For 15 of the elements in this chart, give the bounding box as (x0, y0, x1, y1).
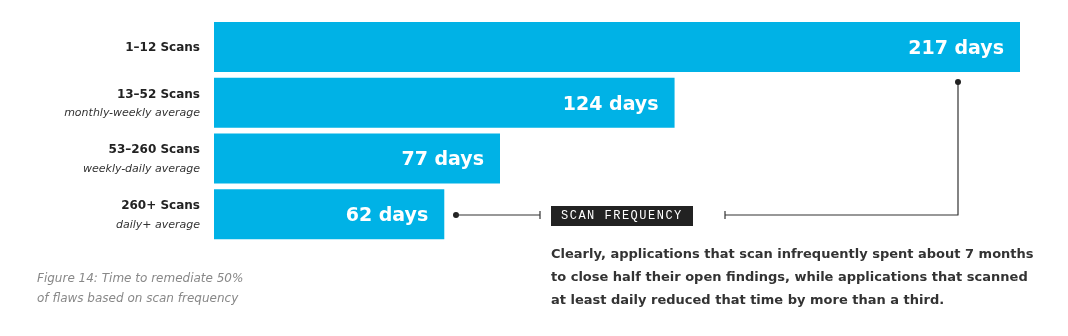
y-tick-label: 260+ Scans daily+ average (115, 198, 201, 231)
text: Clearly, applications that scan infrequently spent about 7 months to close half their open findings, while applications that scanned at least daily reduced that time by more than a third. (551, 245, 1035, 309)
y-tick-label: 1–12 Scans (125, 39, 200, 54)
bar (214, 21, 1020, 72)
bar (214, 189, 445, 240)
y-tick-label: 13–52 Scans monthly-weekly average (64, 86, 201, 120)
data-label: 62 days (345, 203, 429, 226)
data-label: 77 days (401, 147, 484, 170)
y-tick-label: 53–260 Scans weekly-daily average (83, 142, 201, 175)
data-label: 217 days (908, 35, 1004, 58)
bar (214, 133, 500, 184)
annotation: SCAN FREQUENCY (551, 206, 693, 226)
data-label: 124 days (562, 91, 659, 114)
bar (214, 77, 675, 128)
caption: Figure 14: Time to remediate 50% of flaws based on scan frequency (37, 270, 245, 307)
